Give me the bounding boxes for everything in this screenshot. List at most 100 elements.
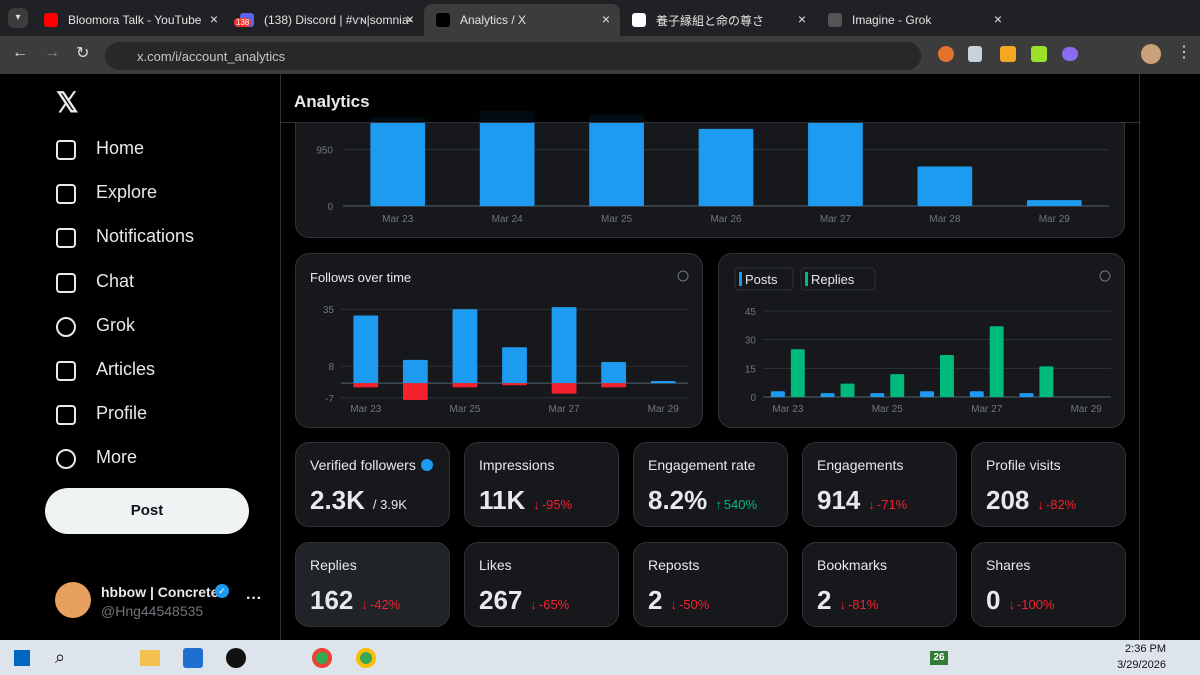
nav-item[interactable]: Explore bbox=[56, 182, 158, 205]
tray-badge[interactable]: 26 bbox=[930, 651, 948, 665]
stat-change: ↓ -50% bbox=[670, 597, 709, 612]
stat-change: ↓ -100% bbox=[1008, 597, 1054, 612]
tab-close: × bbox=[209, 11, 218, 27]
stat-card[interactable]: Engagements 914 ↓ -71% bbox=[802, 442, 957, 527]
verified-badge bbox=[420, 459, 433, 471]
change-text: -50% bbox=[678, 597, 710, 612]
back[interactable]: ← bbox=[12, 44, 28, 61]
chart: 0 950 Mar 23 Mar 24 Mar 25 Mar 26 Mar 27 Mar 28… bbox=[316, 111, 1109, 225]
x-tick-label: Mar 23 bbox=[350, 404, 382, 415]
nav-item[interactable]: Notifications bbox=[56, 226, 195, 249]
search[interactable]: ⌕ bbox=[55, 647, 66, 667]
change-arrow: ↓ bbox=[839, 597, 846, 612]
ext-icon[interactable] bbox=[1000, 46, 1016, 62]
tab-close: × bbox=[993, 11, 1002, 27]
start-button[interactable] bbox=[14, 650, 30, 666]
more-menu[interactable]: ··· bbox=[246, 590, 262, 607]
stat-value: 0 ↓ -100% bbox=[986, 585, 1055, 616]
ext-icon[interactable] bbox=[938, 46, 954, 62]
nav-item[interactable]: Chat bbox=[56, 271, 134, 293]
stat-label: Verified followers bbox=[310, 457, 433, 473]
posts-card: 0 15 30 45 Mar 23 Mar 25 Mar 27 Mar 29 Posts Repl… bbox=[718, 253, 1125, 428]
page-title: Analytics bbox=[294, 92, 370, 111]
stat-card[interactable]: Verified followers 2.3K / 3.9K bbox=[295, 442, 450, 527]
post-button[interactable]: Post bbox=[45, 488, 249, 534]
bar bbox=[353, 315, 379, 384]
stat-label: Impressions bbox=[479, 457, 554, 473]
bar bbox=[479, 111, 535, 206]
bar bbox=[890, 374, 905, 397]
tab-icon bbox=[436, 13, 450, 27]
change-text: 540% bbox=[723, 497, 758, 512]
bar bbox=[989, 326, 1004, 397]
stat-label: Reposts bbox=[648, 557, 699, 573]
change-text: -65% bbox=[538, 597, 570, 612]
nav-label: Profile bbox=[96, 403, 148, 424]
bar bbox=[808, 120, 863, 206]
stat-card[interactable]: Impressions 11K ↓ -95% bbox=[464, 442, 619, 527]
info-icon[interactable] bbox=[677, 270, 689, 282]
url-bar[interactable]: x.com/i/account_analytics bbox=[105, 42, 921, 70]
stat-card[interactable]: Engagement rate 8.2% ↑ 540% bbox=[633, 442, 788, 527]
bar bbox=[939, 354, 954, 397]
stat-change: ↓ -95% bbox=[533, 497, 572, 512]
profile-avatar[interactable] bbox=[1141, 44, 1161, 64]
forward[interactable]: → bbox=[44, 44, 60, 61]
ext-icon[interactable] bbox=[1031, 46, 1047, 62]
legend-box bbox=[734, 267, 794, 291]
tab-icon bbox=[632, 13, 646, 27]
explorer[interactable] bbox=[140, 650, 160, 666]
ext-icon[interactable] bbox=[1062, 47, 1078, 61]
tab[interactable]: Imagine - Grok × bbox=[816, 4, 1012, 36]
stat-card[interactable]: Shares 0 ↓ -100% bbox=[971, 542, 1126, 627]
tab[interactable]: 138 (138) Discord | #ѵɴ|somnia- × bbox=[228, 4, 424, 36]
chrome[interactable] bbox=[356, 648, 376, 668]
nav-label: Home bbox=[96, 138, 145, 158]
avatar[interactable] bbox=[55, 582, 91, 618]
nav-label: Explore bbox=[96, 182, 158, 203]
nav-label: Notifications bbox=[96, 226, 195, 247]
stat-card[interactable]: Profile visits 208 ↓ -82% bbox=[971, 442, 1126, 527]
change-arrow: ↓ bbox=[868, 497, 875, 512]
chrome[interactable] bbox=[312, 648, 332, 668]
nav-item[interactable]: Profile bbox=[56, 403, 148, 426]
stat-value-text: 914 bbox=[817, 485, 861, 515]
bar bbox=[1039, 366, 1054, 397]
nav-item[interactable]: Articles bbox=[56, 359, 156, 381]
tab[interactable]: Bloomora Talk - YouTube × bbox=[32, 4, 228, 36]
legend-label: Posts bbox=[745, 272, 778, 287]
stat-card[interactable]: Replies 162 ↓ -42% bbox=[295, 542, 450, 627]
nav-item[interactable]: Home bbox=[56, 138, 145, 160]
header: Analytics bbox=[281, 76, 1139, 123]
reload[interactable]: ↻ bbox=[76, 45, 90, 62]
clock-time[interactable]: 2:36 PM bbox=[1125, 643, 1166, 655]
nav-item[interactable]: Grok bbox=[56, 315, 135, 337]
stat-card[interactable]: Bookmarks 2 ↓ -81% bbox=[802, 542, 957, 627]
y-tick-label: 0 bbox=[327, 202, 333, 213]
tab[interactable]: Analytics / X × bbox=[424, 4, 620, 36]
follows-card: Follows over time -7 8 35 Mar 23 Mar 25 Mar 2… bbox=[295, 253, 703, 428]
nav-item[interactable]: More bbox=[56, 447, 137, 470]
menu[interactable]: ⋮ bbox=[1176, 44, 1192, 61]
stat-card[interactable]: Reposts 2 ↓ -50% bbox=[633, 542, 788, 627]
info-icon[interactable] bbox=[1099, 270, 1111, 282]
stat-card[interactable]: Likes 267 ↓ -65% bbox=[464, 542, 619, 627]
ext-icon[interactable] bbox=[968, 46, 982, 62]
clock-date[interactable]: 3/29/2026 bbox=[1117, 659, 1166, 671]
tab[interactable]: 養子縁組と命の尊さ × bbox=[620, 4, 816, 36]
bar bbox=[1026, 200, 1082, 206]
stat-value: 162 ↓ -42% bbox=[310, 585, 400, 616]
change-arrow: ↑ bbox=[715, 497, 722, 512]
legend-swatch bbox=[739, 272, 742, 286]
x-logo[interactable]: 𝕏 bbox=[56, 87, 79, 118]
tiktok[interactable] bbox=[226, 648, 246, 668]
tab-search[interactable]: ▾ bbox=[8, 8, 28, 28]
user-name[interactable]: hbbow | Concrete bbox=[101, 584, 219, 600]
store[interactable] bbox=[183, 648, 203, 668]
stat-value-text: 0 bbox=[986, 585, 1001, 615]
x-tick-label: Mar 24 bbox=[492, 214, 524, 225]
stat-change: ↓ -81% bbox=[839, 597, 878, 612]
card-title: Follows over time bbox=[310, 270, 412, 285]
tab-title: Bloomora Talk - YouTube bbox=[68, 13, 202, 27]
nav-label: Articles bbox=[96, 359, 156, 379]
